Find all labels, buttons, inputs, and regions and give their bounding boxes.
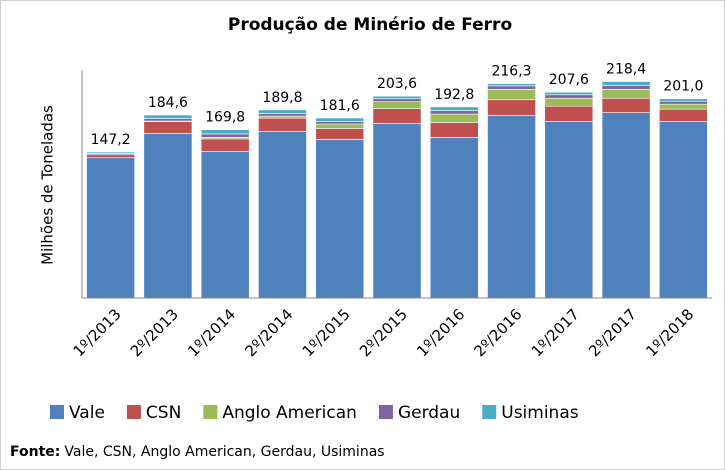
bar-segment xyxy=(200,133,250,138)
bar-segment xyxy=(544,105,594,122)
bar-segment xyxy=(258,109,307,114)
bar-segment xyxy=(601,97,651,113)
bar-segment xyxy=(315,128,365,140)
legend-label: Anglo American xyxy=(222,403,357,423)
bar-segment xyxy=(487,85,536,90)
bar-segment xyxy=(429,137,479,299)
bar-segment xyxy=(372,95,422,100)
total-label: 218,4 xyxy=(606,61,646,77)
bar-segment xyxy=(372,98,422,103)
bar-segment xyxy=(372,101,422,109)
bar-segment xyxy=(544,97,594,107)
total-label: 189,8 xyxy=(262,90,302,106)
bar-segment xyxy=(143,121,193,134)
legend-swatch xyxy=(50,405,64,419)
legend-swatch xyxy=(378,405,393,419)
total-label: 184,6 xyxy=(148,95,188,111)
bar-segment xyxy=(487,83,536,87)
legend-label: Usiminas xyxy=(501,403,578,423)
total-label: 207,6 xyxy=(549,72,589,88)
bar-segment xyxy=(544,94,594,99)
legend-swatch xyxy=(482,405,497,419)
bar-segment xyxy=(659,108,708,122)
legend-label: Vale xyxy=(69,403,105,423)
bar-segment xyxy=(315,121,365,125)
bar-segment xyxy=(659,100,708,105)
bar-segment xyxy=(429,106,479,111)
bar-segment xyxy=(601,112,651,299)
y-axis-label: Milhões de Toneladas xyxy=(39,105,57,265)
bar-segment xyxy=(487,99,536,116)
bar-segment xyxy=(258,131,307,299)
bar-segment xyxy=(429,113,479,123)
bar-segment xyxy=(258,117,307,132)
bar-segment xyxy=(315,117,365,122)
source: Fonte: Vale, CSN, Anglo American, Gerdau,… xyxy=(10,444,385,460)
chart-title: Produção de Minério de Ferro xyxy=(228,15,512,35)
bar-segment xyxy=(487,89,536,101)
bar-segment xyxy=(200,129,250,135)
legend-swatch xyxy=(126,405,141,419)
total-label: 203,6 xyxy=(377,76,417,92)
total-label: 216,3 xyxy=(491,64,531,80)
bar-segment xyxy=(601,89,651,99)
total-label: 201,0 xyxy=(663,79,703,95)
bar-segment xyxy=(315,123,365,129)
bar-segment xyxy=(86,157,135,299)
bar-segment xyxy=(315,139,365,299)
source-label: Fonte: xyxy=(10,444,60,460)
bar-segment xyxy=(143,114,193,119)
bar-segment xyxy=(200,150,250,299)
total-label: 169,8 xyxy=(205,110,245,126)
bar-segment xyxy=(429,110,479,115)
bar-segment xyxy=(86,154,135,159)
total-label: 147,2 xyxy=(91,132,131,148)
source-text: Vale, CSN, Anglo American, Gerdau, Usimi… xyxy=(64,444,384,460)
bar-segment xyxy=(544,91,594,96)
legend-label: Gerdau xyxy=(398,403,460,423)
legend-label: CSN xyxy=(146,403,181,423)
bar-segment xyxy=(659,103,708,110)
bar-segment xyxy=(200,138,250,152)
bar-segment xyxy=(659,121,708,299)
bar-segment xyxy=(659,98,708,102)
total-label: 181,6 xyxy=(320,98,360,114)
bar-segment xyxy=(143,133,193,299)
legend-swatch xyxy=(203,405,218,419)
bar-segment xyxy=(86,151,135,154)
bar-segment xyxy=(544,121,594,299)
bar-segment xyxy=(601,85,651,90)
bar-segment xyxy=(143,118,193,122)
total-label: 192,8 xyxy=(434,87,474,103)
bar-segment xyxy=(258,113,307,117)
bar-segment xyxy=(429,122,479,138)
bar-segment xyxy=(601,81,651,86)
bar-segment xyxy=(487,115,536,299)
bar-segment xyxy=(372,123,422,299)
bar-segment xyxy=(372,108,422,124)
